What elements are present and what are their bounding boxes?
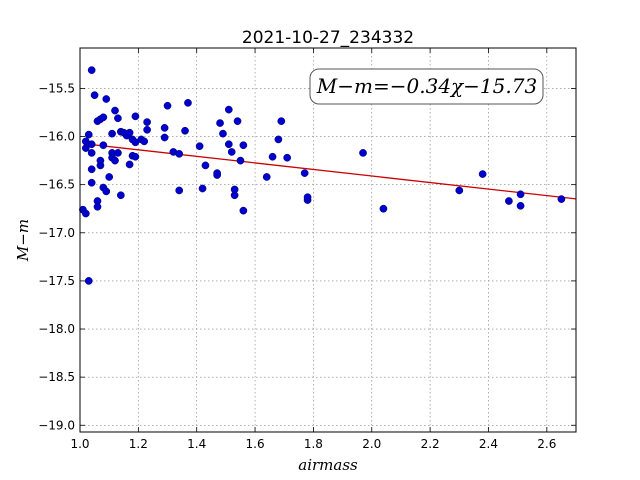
data-point (84, 130, 93, 139)
data-point (300, 169, 309, 177)
data-point (108, 129, 116, 138)
data-point (125, 128, 134, 137)
data-point (93, 202, 102, 211)
data-point (114, 149, 122, 157)
fit-line (82, 142, 577, 200)
data-point (160, 133, 169, 142)
chart-title: 2021-10-27_234332 (242, 28, 414, 48)
x-tick-label: 1.4 (187, 437, 206, 451)
data-point (116, 191, 125, 200)
data-point (96, 156, 105, 165)
data-point (181, 126, 189, 135)
fit-line-layer (82, 142, 577, 200)
data-point (90, 91, 99, 100)
data-point (516, 201, 525, 210)
data-point (81, 144, 90, 152)
data-point (230, 185, 239, 194)
data-point (143, 118, 151, 126)
data-point (114, 114, 122, 123)
data-point (455, 186, 464, 195)
data-point (184, 99, 192, 107)
data-point (105, 173, 114, 181)
data-point (87, 140, 96, 149)
fit-annotation: M−m=−0.34χ−15.73 (309, 68, 544, 105)
data-point (87, 66, 96, 74)
data-point (81, 209, 90, 218)
data-point (99, 141, 108, 150)
data-point (303, 193, 312, 202)
x-tick-label: 1.2 (129, 437, 148, 451)
data-point (262, 173, 271, 181)
data-point (213, 171, 221, 179)
y-tick-label: −16.0 (38, 130, 75, 144)
y-tick-label: −17.0 (38, 226, 75, 240)
data-point (224, 140, 233, 149)
y-tick-label: −15.5 (38, 81, 75, 95)
y-tick-label: −17.5 (38, 274, 75, 288)
data-point (175, 150, 184, 158)
data-point (111, 156, 119, 165)
data-point (160, 124, 169, 132)
y-tick-label: −19.0 (38, 418, 75, 432)
data-point (359, 149, 367, 157)
data-point (140, 137, 149, 146)
data-point (505, 197, 513, 205)
data-point (87, 149, 96, 157)
x-tick-label: 2.0 (362, 437, 381, 451)
annotation-box (309, 68, 544, 105)
data-point (143, 125, 151, 134)
data-point (131, 152, 140, 161)
data-point (163, 101, 172, 110)
data-point (236, 156, 245, 165)
data-point (557, 195, 566, 203)
y-axis-label: M−m (14, 219, 32, 262)
data-point (268, 152, 277, 161)
data-point (111, 106, 119, 115)
data-point (239, 141, 248, 150)
data-point (274, 135, 283, 144)
data-point (224, 105, 233, 114)
data-point (478, 170, 487, 178)
data-point (102, 187, 111, 196)
x-tick-label: 1.8 (304, 437, 323, 451)
x-tick-label: 1.0 (70, 437, 89, 451)
plot-frame (79, 47, 577, 433)
data-point (233, 117, 242, 125)
fit-equation: M−m=−0.34χ−15.73 (316, 74, 537, 98)
data-point (84, 277, 93, 285)
data-point (227, 148, 236, 156)
data-point (379, 204, 388, 213)
data-point (195, 142, 204, 151)
data-point (99, 113, 108, 122)
x-tick-label: 1.6 (246, 437, 265, 451)
x-tick-label: 2.2 (421, 437, 440, 451)
data-point (175, 186, 184, 195)
data-point (239, 206, 248, 215)
data-point (283, 153, 292, 162)
data-point (216, 119, 224, 127)
data-point (102, 95, 111, 103)
axis-ticks (79, 48, 576, 432)
data-points (79, 66, 566, 285)
y-tick-label: −18.0 (38, 322, 75, 336)
x-tick-label: 2.6 (537, 437, 556, 451)
data-point (201, 161, 210, 170)
x-tick-label: 2.4 (479, 437, 498, 451)
y-tick-labels: −15.5 −16.0 −16.5 −17.0 −17.5 −18.0 −18.5 −19.0 (38, 81, 75, 432)
data-point (131, 112, 140, 121)
data-point (516, 190, 525, 199)
x-tick-labels: 1.0 1.2 1.4 1.6 1.8 2.0 2.2 2.4 2.6 (70, 437, 556, 451)
data-point (198, 184, 207, 193)
data-point (87, 165, 96, 174)
data-point (277, 117, 286, 125)
y-tick-label: −18.5 (38, 370, 75, 384)
y-tick-label: −16.5 (38, 178, 75, 192)
data-point (125, 160, 134, 169)
x-axis-label: airmass (298, 456, 358, 474)
data-point (87, 178, 96, 187)
data-point (219, 129, 227, 138)
